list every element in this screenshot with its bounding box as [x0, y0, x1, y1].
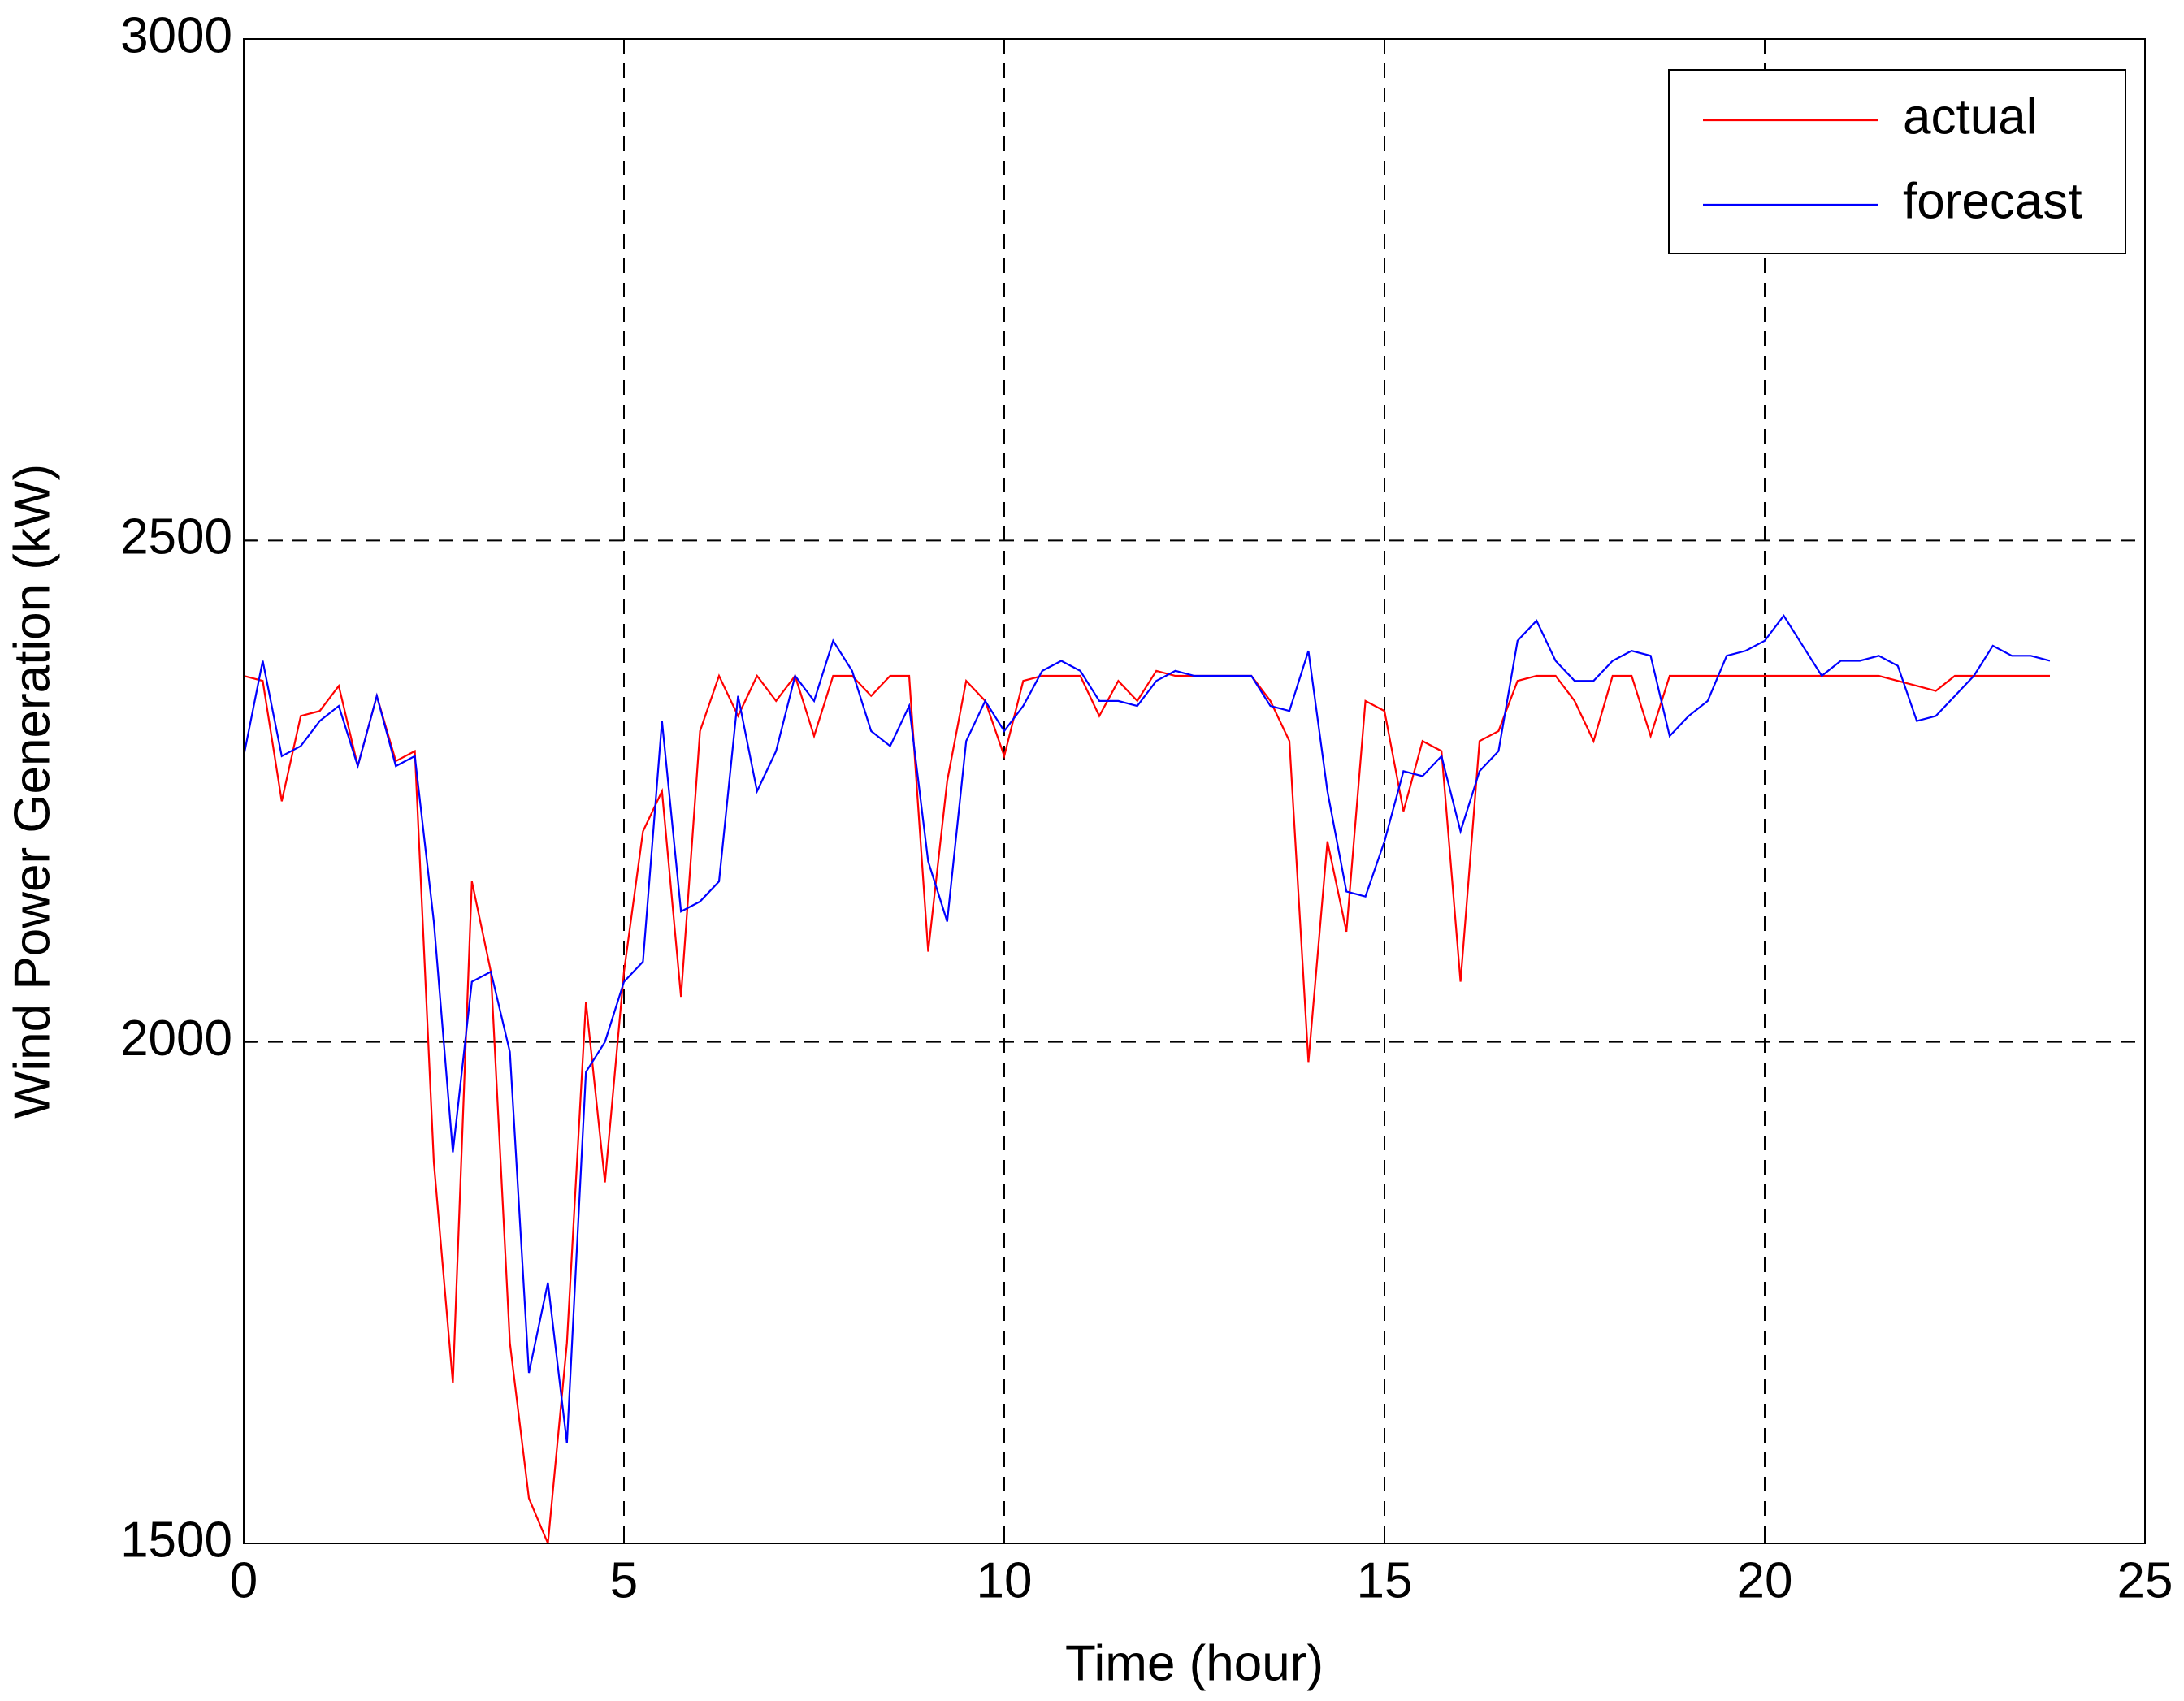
x-tick-label: 15	[1357, 1552, 1413, 1608]
legend-label: forecast	[1903, 173, 2082, 229]
plot-frame	[243, 38, 2146, 1544]
x-tick-label: 25	[2117, 1552, 2173, 1608]
y-axis-label: Wind Power Generation (kW)	[4, 464, 60, 1119]
x-axis-label: Time (hour)	[1065, 1635, 1324, 1691]
legend-label: actual	[1903, 89, 2037, 145]
x-tick-label: 0	[230, 1552, 258, 1608]
y-tick-label: 2000	[120, 1011, 232, 1067]
data-line	[242, 614, 2051, 1443]
legend-box	[1668, 69, 2126, 254]
data-line	[243, 669, 2050, 1544]
x-tick-label: 5	[610, 1552, 638, 1608]
y-tick-label: 1500	[120, 1512, 232, 1568]
y-tick-label: 2500	[120, 509, 232, 565]
y-tick-label: 3000	[120, 7, 232, 63]
x-tick-label: 10	[977, 1552, 1033, 1608]
x-tick-label: 20	[1737, 1552, 1793, 1608]
